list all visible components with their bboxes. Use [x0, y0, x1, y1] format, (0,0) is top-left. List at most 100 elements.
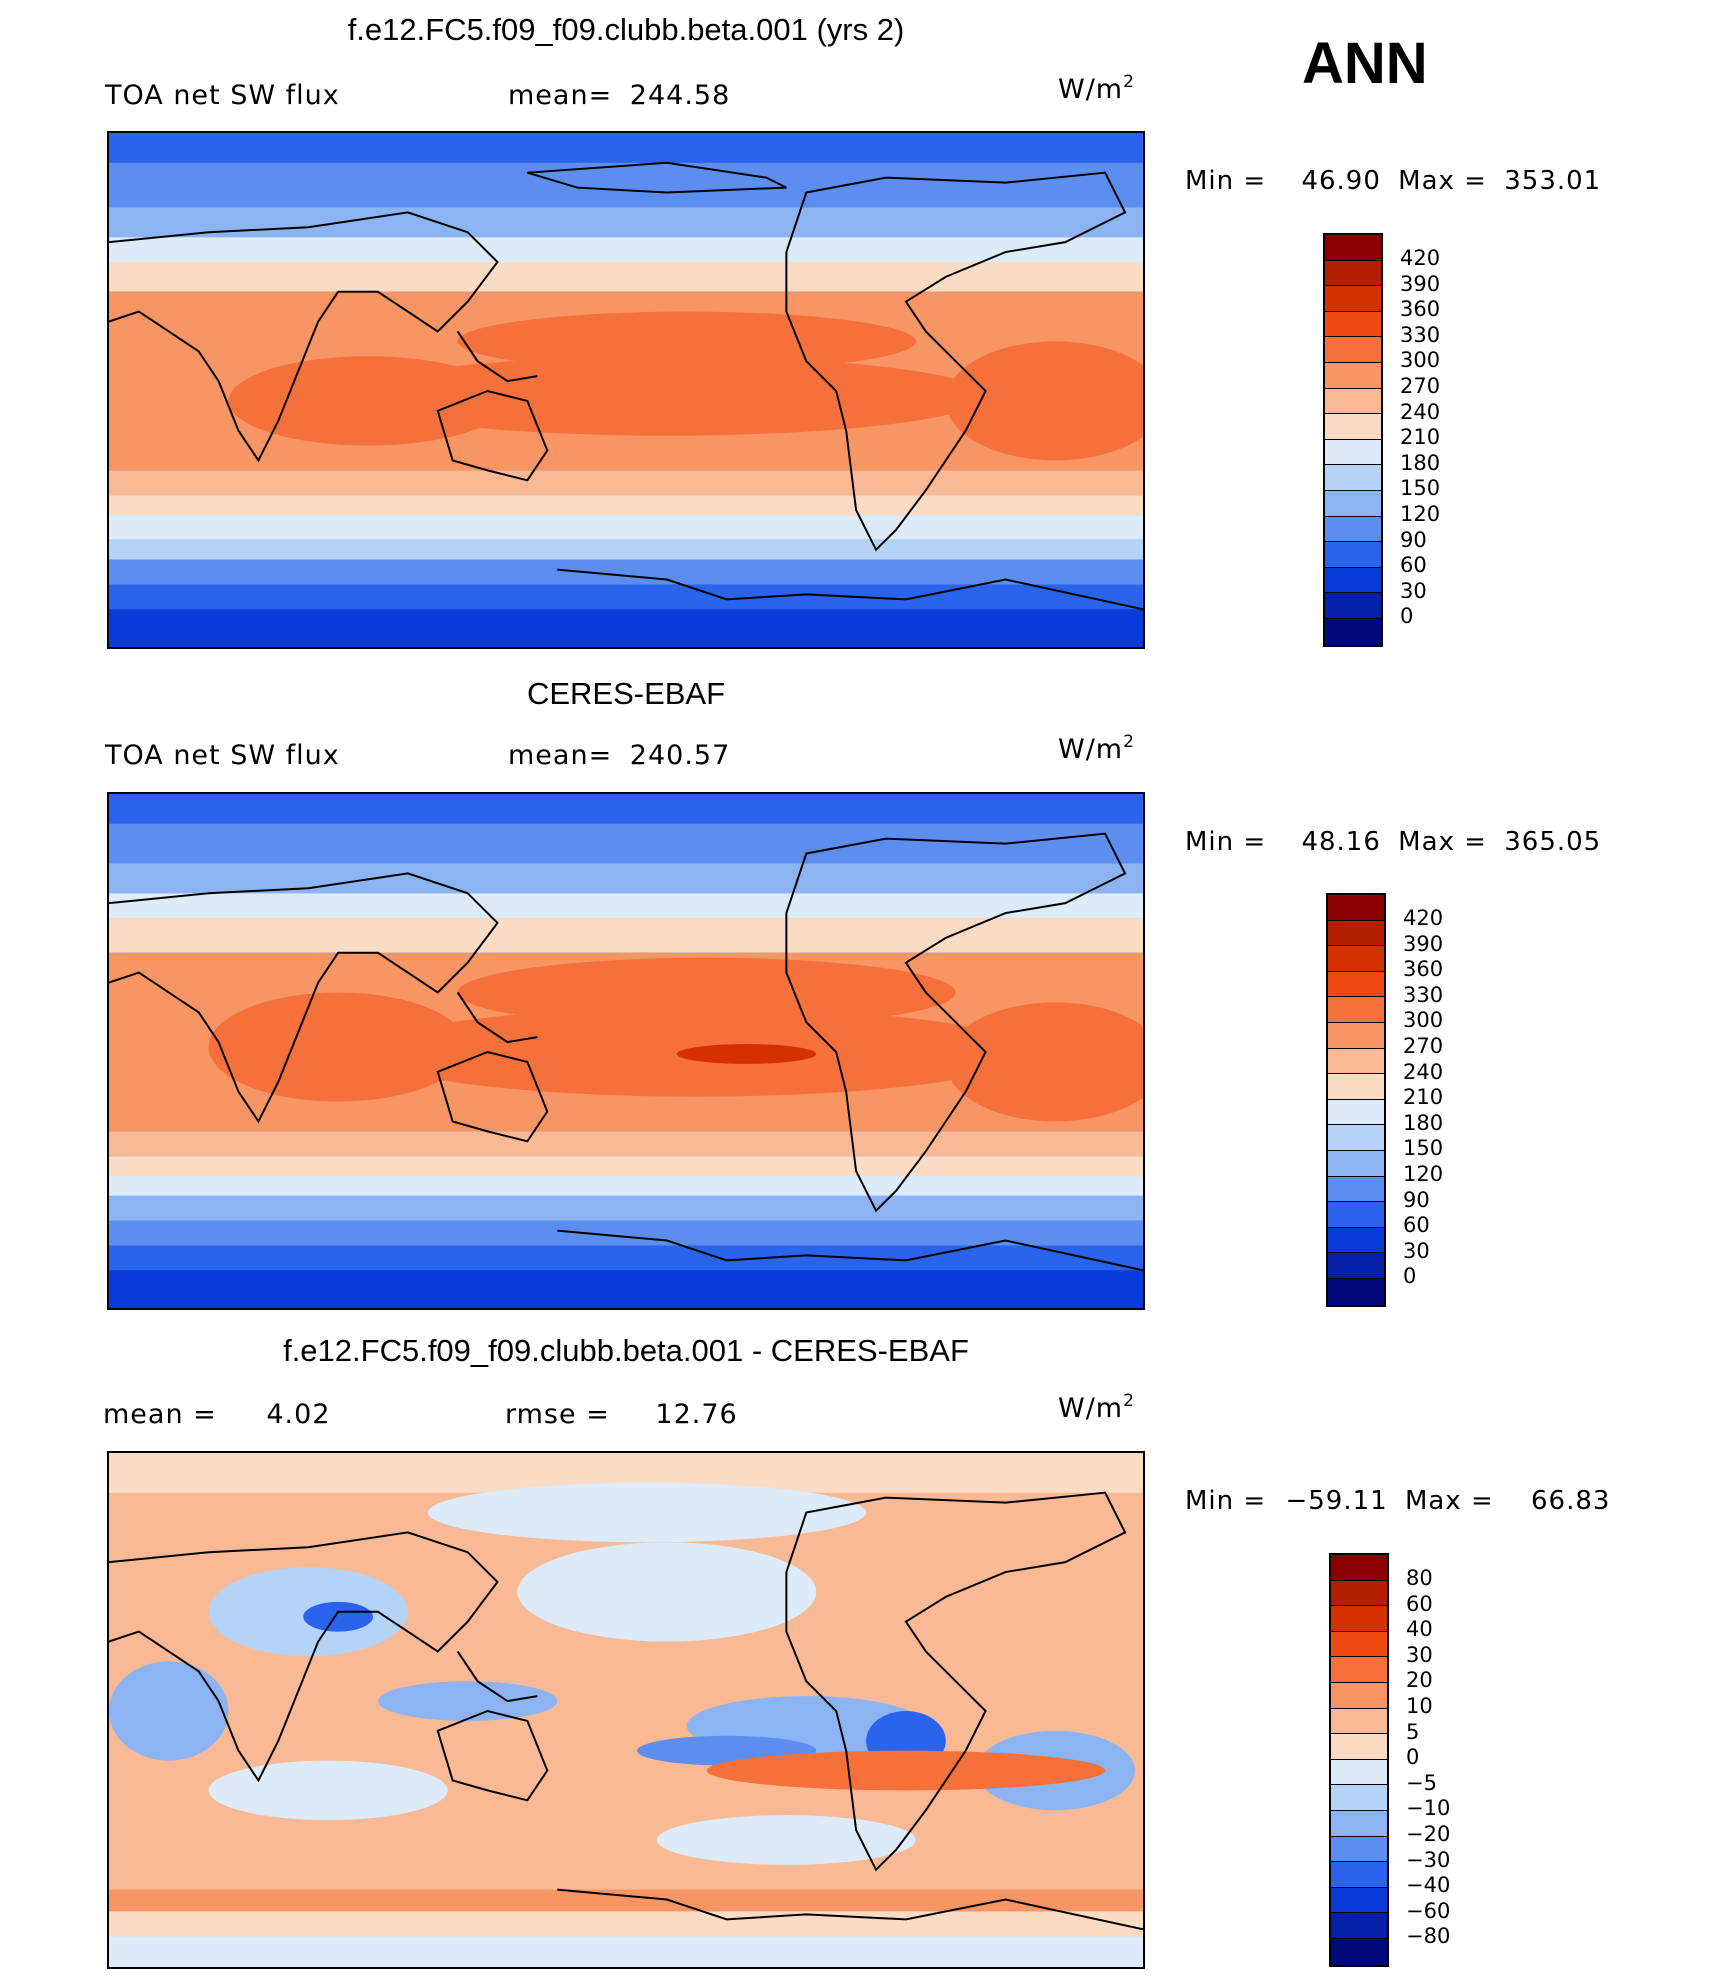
- diff-mean-label: mean =: [103, 1399, 217, 1430]
- colorbar-swatch: [1325, 235, 1381, 261]
- max-value: 353.01: [1504, 166, 1602, 196]
- colorbar-swatch: [1328, 1022, 1384, 1049]
- colorbar-tick-label: 120: [1400, 501, 1441, 526]
- min-label: Min =: [1185, 166, 1267, 196]
- colorbar-tick-label: 30: [1403, 1238, 1430, 1263]
- colorbar-swatch: [1328, 997, 1384, 1023]
- variable-label: TOA net SW flux: [105, 740, 340, 771]
- colorbar-tick-label: 10: [1406, 1693, 1433, 1718]
- colorbar-swatch: [1325, 311, 1381, 338]
- colorbar-tick-label: 390: [1400, 271, 1441, 296]
- min-max-readout: Min = 46.90 Max = 353.01: [1185, 166, 1601, 196]
- colorbar-swatch: [1328, 1099, 1384, 1126]
- mean-value: 240.57: [629, 740, 731, 771]
- units-label: W/m2: [1058, 1391, 1134, 1424]
- max-value: 66.83: [1531, 1486, 1611, 1516]
- colorbar-swatch: [1331, 1836, 1387, 1863]
- rmse-readout: rmse = 12.76: [505, 1399, 738, 1430]
- min-max-readout: Min = −59.11 Max = 66.83: [1185, 1486, 1610, 1516]
- mean-label: mean= 244.58: [508, 80, 730, 111]
- colorbar-tick-label: 80: [1406, 1566, 1433, 1590]
- colorbar-swatch: [1328, 1253, 1384, 1279]
- colorbar-swatch: [1325, 439, 1381, 466]
- colorbar-swatch: [1325, 618, 1381, 645]
- map-difference: [107, 1451, 1145, 1969]
- mean-value: 244.58: [629, 80, 731, 111]
- colorbar-tick-label: 180: [1403, 1110, 1444, 1135]
- diff-mean-readout: mean = 4.02: [103, 1399, 331, 1430]
- colorbar-tick-label: 240: [1400, 399, 1441, 424]
- colorbar-swatch: [1328, 1125, 1384, 1151]
- colorbar-swatch: [1331, 1682, 1387, 1709]
- colorbar-swatch: [1325, 465, 1381, 491]
- max-label: Max =: [1404, 1486, 1494, 1516]
- units-exponent: 2: [1123, 72, 1134, 92]
- colorbar-tick-label: 150: [1400, 476, 1441, 501]
- colorbar-tick-label: 390: [1403, 931, 1444, 956]
- units-exponent: 2: [1123, 1391, 1134, 1411]
- max-value: 365.05: [1504, 827, 1602, 857]
- colorbar-labels: 420 390 360 330 300 270 240 210 180 150 120 90 60 30 0: [1403, 906, 1443, 1290]
- min-label: Min =: [1185, 1486, 1267, 1516]
- max-label: Max =: [1398, 166, 1487, 196]
- colorbar-tick-label: 210: [1400, 425, 1441, 450]
- colorbar-tick-label: 270: [1403, 1033, 1444, 1058]
- colorbar-tick-label: −30: [1406, 1847, 1451, 1872]
- colorbar-swatch: [1328, 946, 1384, 972]
- colorbar-swatch: [1328, 920, 1384, 947]
- colorbar-labels: 80 60 40 30 20 10 5 0 −5 −10 −20 −30 −40 −60 −80: [1406, 1566, 1450, 1950]
- colorbar-tick-label: 40: [1406, 1617, 1433, 1642]
- colorbar-swatch: [1331, 1887, 1387, 1914]
- mean-label-text: mean=: [508, 740, 613, 771]
- colorbar-swatch: [1325, 593, 1381, 619]
- colorbar-swatch: [1325, 414, 1381, 440]
- colorbar-tick-label: 60: [1406, 1591, 1433, 1616]
- colorbar-tick-label: −80: [1406, 1924, 1451, 1949]
- diff-mean-value: 4.02: [266, 1399, 331, 1430]
- colorbar-swatch: [1331, 1606, 1387, 1632]
- colorbar-swatch: [1325, 388, 1381, 415]
- colorbar: [1326, 893, 1386, 1307]
- colorbar-swatch: [1331, 1631, 1387, 1658]
- colorbar-swatch: [1325, 542, 1381, 568]
- colorbar-tick-label: −20: [1406, 1821, 1451, 1846]
- colorbar-swatch: [1325, 516, 1381, 543]
- colorbar-tick-label: 420: [1400, 246, 1441, 270]
- season-label: ANN: [1302, 31, 1428, 96]
- min-label: Min =: [1185, 827, 1267, 857]
- colorbar-tick-label: 330: [1400, 322, 1441, 347]
- units-base: W/m: [1058, 1393, 1124, 1424]
- colorbar-tick-label: 0: [1400, 604, 1414, 629]
- colorbar-swatch: [1328, 895, 1384, 921]
- units-label: W/m2: [1058, 72, 1134, 105]
- colorbar-tick-label: 20: [1406, 1668, 1433, 1693]
- colorbar-tick-label: 150: [1403, 1136, 1444, 1161]
- colorbar-swatch: [1325, 567, 1381, 594]
- units-exponent: 2: [1123, 732, 1134, 752]
- colorbar-tick-label: −60: [1406, 1898, 1451, 1923]
- panel-title: CERES-EBAF: [526, 676, 726, 711]
- colorbar-swatch: [1331, 1708, 1387, 1735]
- panel-title: f.e12.FC5.f09_f09.clubb.beta.001 - CERES…: [283, 1333, 969, 1368]
- colorbar-swatch: [1325, 286, 1381, 312]
- min-value: 46.90: [1301, 166, 1381, 196]
- colorbar-swatch: [1331, 1759, 1387, 1786]
- colorbar-tick-label: 360: [1403, 957, 1444, 982]
- colorbar-tick-label: 90: [1403, 1187, 1430, 1212]
- colorbar-swatch: [1331, 1810, 1387, 1837]
- colorbar-swatch: [1328, 1048, 1384, 1075]
- colorbar-tick-label: 30: [1406, 1642, 1433, 1667]
- colorbar-tick-label: −40: [1406, 1873, 1451, 1898]
- mean-label-text: mean=: [508, 80, 613, 111]
- map-model: [107, 131, 1145, 649]
- units-base: W/m: [1058, 734, 1124, 765]
- colorbar-swatch: [1328, 1278, 1384, 1305]
- colorbar: [1323, 233, 1383, 647]
- colorbar-tick-label: 420: [1403, 906, 1444, 930]
- colorbar-tick-label: 180: [1400, 450, 1441, 475]
- min-max-readout: Min = 48.16 Max = 365.05: [1185, 827, 1601, 857]
- max-label: Max =: [1398, 827, 1487, 857]
- variable-label: TOA net SW flux: [105, 80, 340, 111]
- colorbar-tick-label: 270: [1400, 373, 1441, 398]
- colorbar-swatch: [1328, 1227, 1384, 1254]
